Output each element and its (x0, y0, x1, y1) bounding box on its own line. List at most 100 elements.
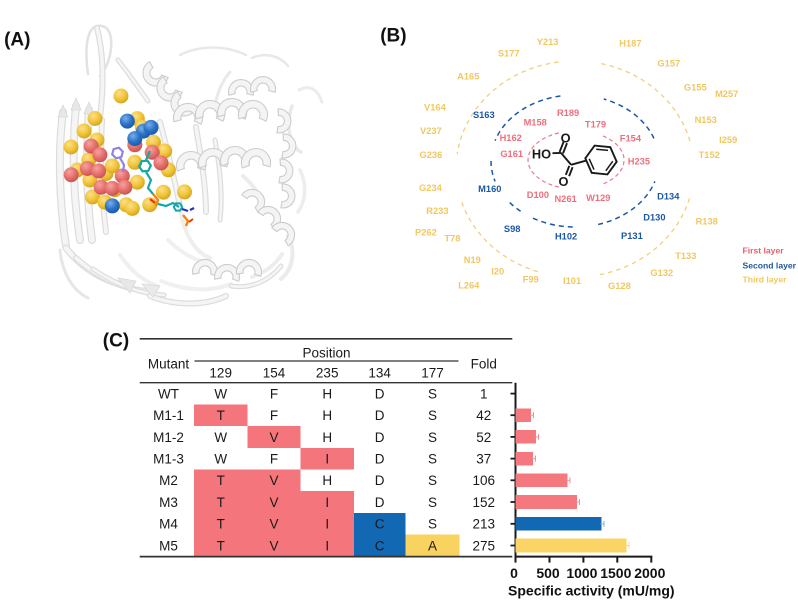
svg-text:S: S (428, 452, 437, 467)
svg-text:F: F (270, 408, 278, 423)
svg-text:HO: HO (532, 147, 551, 162)
svg-text:Fold: Fold (471, 356, 497, 371)
svg-text:Position: Position (302, 345, 350, 360)
svg-text:N19: N19 (464, 255, 481, 265)
svg-text:G157: G157 (657, 59, 680, 69)
svg-text:I20: I20 (491, 267, 504, 277)
svg-text:152: 152 (473, 495, 496, 510)
svg-text:I101: I101 (563, 276, 581, 286)
svg-text:T: T (217, 495, 225, 510)
svg-text:H235: H235 (628, 156, 650, 166)
svg-text:I: I (325, 517, 329, 532)
svg-text:M1-2: M1-2 (153, 430, 184, 445)
svg-text:500: 500 (536, 565, 560, 581)
svg-text:Y213: Y213 (537, 37, 559, 47)
svg-text:Second layer: Second layer (743, 261, 797, 271)
svg-text:(C): (C) (103, 330, 129, 351)
svg-text:G155: G155 (684, 83, 707, 93)
svg-text:M1-3: M1-3 (153, 452, 184, 467)
svg-text:T: T (217, 473, 225, 488)
svg-text:I259: I259 (719, 135, 737, 145)
svg-text:H187: H187 (619, 39, 641, 49)
svg-text:M3: M3 (159, 495, 178, 510)
svg-text:42: 42 (476, 408, 491, 423)
svg-text:T152: T152 (699, 150, 720, 160)
svg-text:G128: G128 (608, 281, 631, 291)
svg-text:H: H (322, 473, 332, 488)
svg-text:134: 134 (368, 365, 391, 380)
svg-text:W: W (214, 430, 227, 445)
svg-text:1500: 1500 (600, 565, 631, 581)
svg-text:D100: D100 (527, 190, 549, 200)
svg-text:D: D (375, 452, 385, 467)
svg-text:H162: H162 (500, 133, 522, 143)
svg-text:G132: G132 (650, 268, 673, 278)
svg-text:C: C (375, 517, 385, 532)
svg-text:O: O (559, 174, 569, 189)
svg-text:M4: M4 (159, 517, 178, 532)
svg-text:1000: 1000 (566, 565, 597, 581)
svg-text:213: 213 (473, 517, 496, 532)
svg-text:D: D (375, 495, 385, 510)
svg-text:(A): (A) (4, 29, 30, 50)
svg-text:D130: D130 (643, 213, 665, 223)
svg-text:H: H (322, 386, 332, 401)
svg-text:I: I (325, 452, 329, 467)
svg-text:1: 1 (480, 386, 488, 401)
svg-text:V: V (269, 517, 278, 532)
svg-text:S163: S163 (473, 110, 495, 120)
svg-text:S: S (428, 495, 437, 510)
svg-text:52: 52 (476, 430, 491, 445)
svg-text:T: T (217, 538, 225, 553)
svg-text:V: V (269, 473, 278, 488)
svg-text:37: 37 (476, 452, 491, 467)
svg-text:2000: 2000 (634, 565, 665, 581)
svg-text:M257: M257 (715, 89, 738, 99)
svg-text:T78: T78 (444, 234, 460, 244)
svg-text:F154: F154 (620, 134, 642, 144)
svg-text:I: I (325, 495, 329, 510)
svg-text:W: W (214, 386, 227, 401)
svg-text:H: H (322, 430, 332, 445)
svg-text:G161: G161 (500, 149, 523, 159)
svg-text:177: 177 (421, 365, 444, 380)
svg-text:M5: M5 (159, 538, 178, 553)
svg-text:T: T (217, 517, 225, 532)
svg-text:M160: M160 (478, 184, 501, 194)
svg-text:N261: N261 (554, 194, 576, 204)
svg-text:Mutant: Mutant (148, 356, 190, 371)
svg-text:C: C (375, 538, 385, 553)
svg-text:Specific activity (mU/mg): Specific activity (mU/mg) (508, 582, 675, 598)
svg-text:L264: L264 (458, 281, 480, 291)
svg-text:S: S (428, 386, 437, 401)
svg-text:V237: V237 (420, 126, 442, 136)
svg-text:Third layer: Third layer (743, 275, 788, 285)
svg-text:275: 275 (473, 538, 496, 553)
svg-text:V: V (269, 430, 278, 445)
svg-text:V: V (269, 538, 278, 553)
svg-text:N153: N153 (695, 115, 717, 125)
svg-text:P131: P131 (621, 231, 643, 241)
svg-text:P262: P262 (415, 228, 437, 238)
svg-text:F: F (270, 452, 278, 467)
svg-text:T: T (217, 408, 225, 423)
svg-text:D: D (375, 430, 385, 445)
svg-text:H: H (322, 408, 332, 423)
svg-text:I: I (325, 538, 329, 553)
svg-text:M1-1: M1-1 (153, 408, 184, 423)
svg-text:D: D (375, 408, 385, 423)
svg-text:S: S (428, 473, 437, 488)
svg-text:First layer: First layer (743, 246, 785, 256)
svg-text:D: D (375, 473, 385, 488)
svg-text:H102: H102 (555, 232, 577, 242)
svg-text:M2: M2 (159, 473, 178, 488)
svg-text:A165: A165 (457, 72, 479, 82)
svg-text:W129: W129 (586, 193, 610, 203)
svg-text:D: D (375, 386, 385, 401)
svg-text:T133: T133 (675, 251, 696, 261)
svg-text:V164: V164 (424, 103, 447, 113)
svg-text:S: S (428, 517, 437, 532)
svg-text:M158: M158 (524, 118, 547, 128)
svg-text:106: 106 (473, 473, 496, 488)
svg-text:0: 0 (510, 565, 518, 581)
